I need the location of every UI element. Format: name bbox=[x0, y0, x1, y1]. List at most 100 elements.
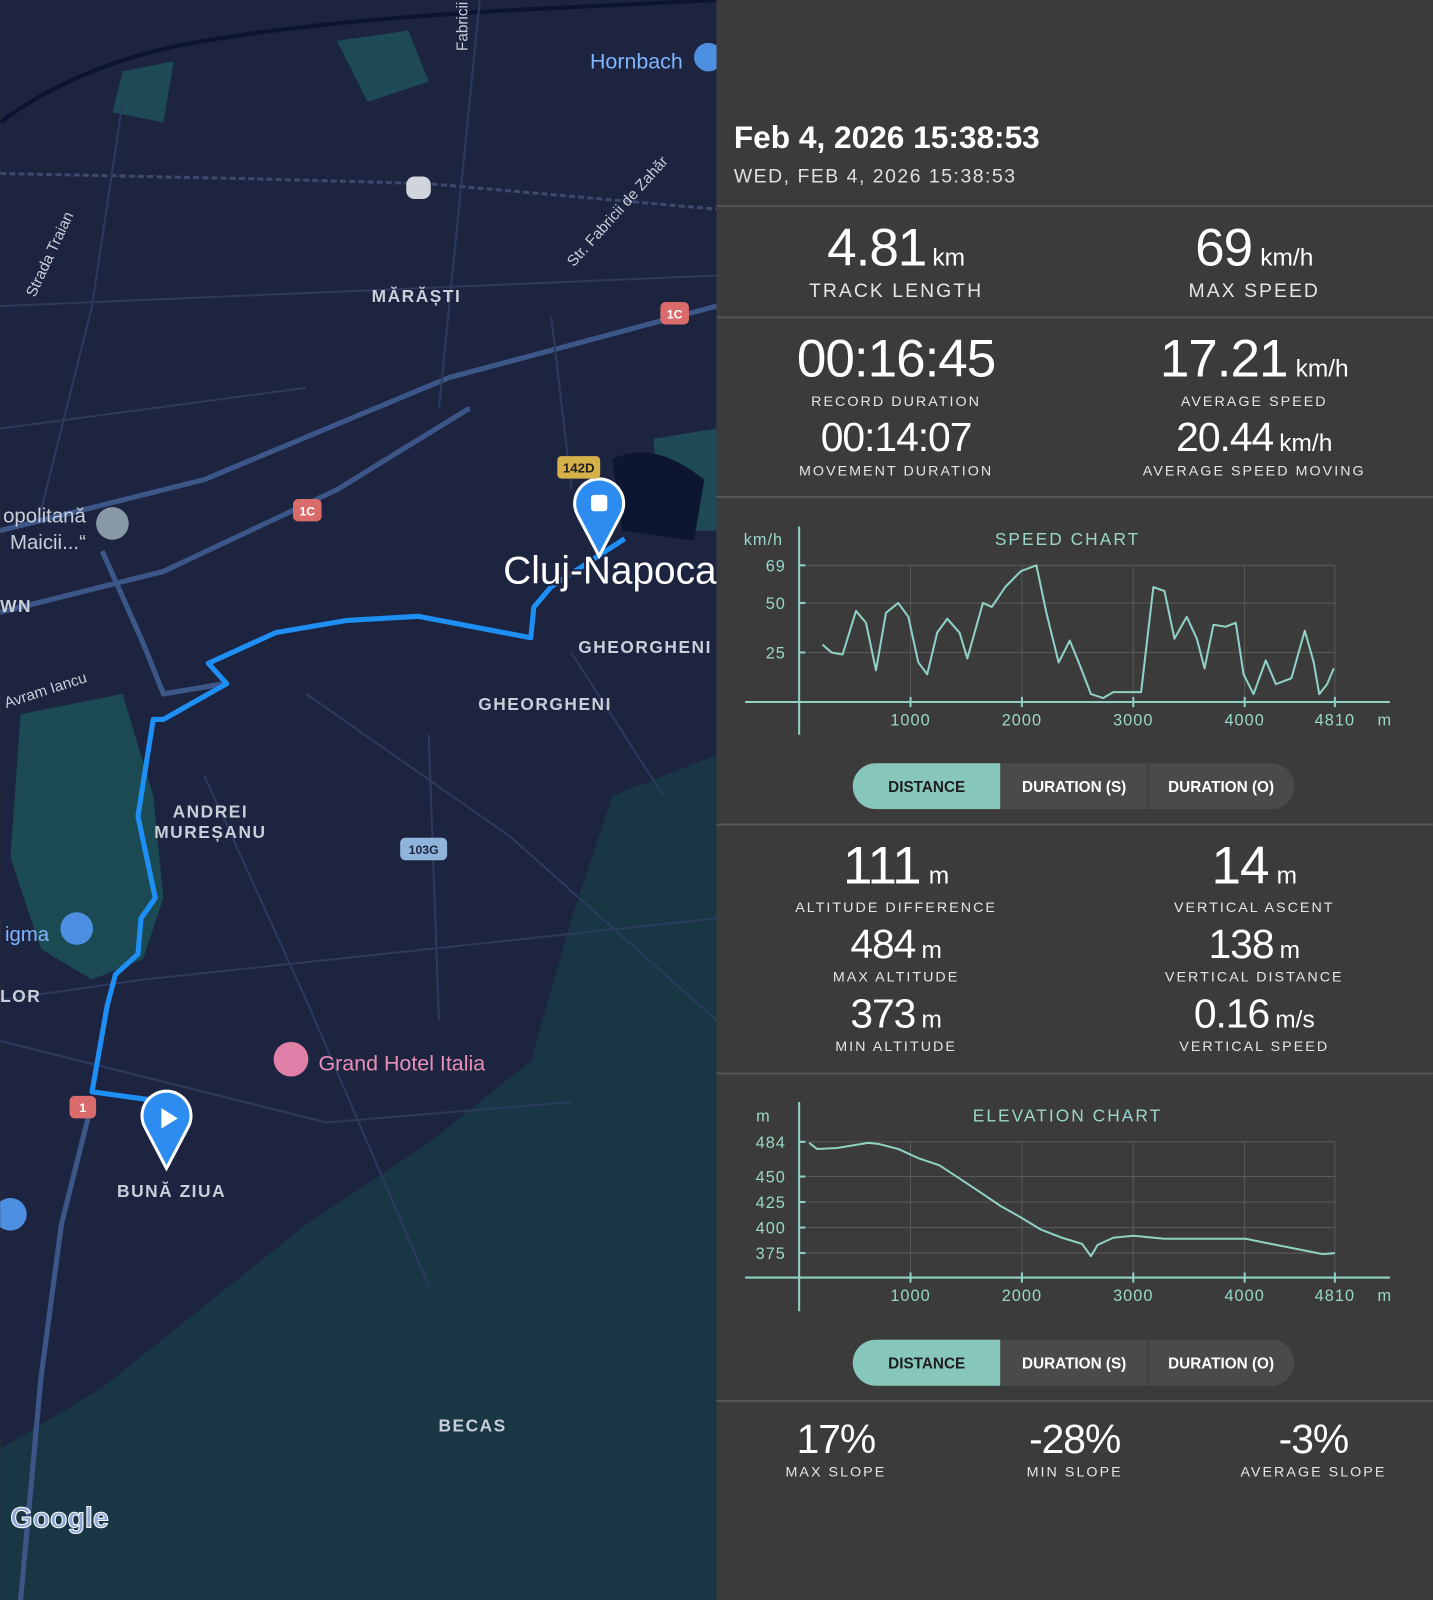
poi-label: Hornbach bbox=[590, 49, 683, 73]
road-badge bbox=[660, 302, 689, 325]
x-tick-label: 4810 bbox=[1315, 1287, 1355, 1305]
poi-icon[interactable] bbox=[60, 912, 94, 945]
road-number: 142D bbox=[563, 460, 595, 475]
transit-icon[interactable] bbox=[406, 176, 431, 199]
stat-label: VERTICAL ASCENT bbox=[1174, 900, 1335, 916]
start-marker[interactable] bbox=[140, 1089, 193, 1172]
toggle-option[interactable]: DISTANCE bbox=[888, 1355, 965, 1372]
map[interactable]: Hornbach Fabricii Strada Traian Str. Fab… bbox=[0, 0, 723, 1600]
road-badge bbox=[557, 456, 601, 479]
number: 484 bbox=[850, 921, 915, 967]
speed-chart: 25 50 69 1000 2000 3000 4000 4810 km/h m SPEED CHA… bbox=[744, 526, 1393, 735]
y-tick-label: 375 bbox=[756, 1245, 786, 1263]
y-tick-label: 400 bbox=[756, 1220, 786, 1238]
map-logo: Google bbox=[10, 1503, 108, 1535]
toggle-option[interactable]: DURATION (S) bbox=[1022, 779, 1126, 796]
road-number: 103G bbox=[409, 843, 439, 857]
number: 17.21 bbox=[1160, 330, 1288, 389]
route bbox=[89, 536, 627, 1105]
x-tick-label: 2000 bbox=[1002, 712, 1042, 730]
unit: m bbox=[929, 863, 949, 890]
green-area bbox=[0, 755, 717, 1600]
x-axis-label: m bbox=[1378, 1287, 1393, 1305]
number: 14 bbox=[1211, 837, 1268, 896]
number: 4.81 bbox=[827, 218, 926, 277]
toggle-selected[interactable] bbox=[852, 763, 1001, 810]
stat-label: TRACK LENGTH bbox=[809, 280, 983, 302]
road bbox=[0, 405, 471, 615]
stat-label: AVERAGE SPEED MOVING bbox=[1143, 464, 1366, 480]
district-label: BUNĂ ZIUA bbox=[117, 1181, 226, 1201]
toggle-option[interactable]: DISTANCE bbox=[888, 779, 965, 796]
unit: m bbox=[921, 1007, 941, 1034]
road-badge bbox=[69, 1095, 97, 1119]
x-tick-label: 4000 bbox=[1224, 1287, 1264, 1305]
x-tick-label: 1000 bbox=[890, 712, 930, 730]
park bbox=[10, 693, 164, 980]
stat-value: 4.81 km bbox=[827, 218, 965, 277]
road bbox=[99, 549, 226, 697]
poi-icon[interactable] bbox=[694, 42, 723, 72]
slope-value: -3% bbox=[1279, 1416, 1349, 1462]
chart-title: ELEVATION CHART bbox=[973, 1105, 1162, 1125]
stat-value: 14 m bbox=[1211, 837, 1297, 896]
x-tick-label: 1000 bbox=[890, 1287, 930, 1305]
district-label: WN bbox=[0, 596, 32, 616]
x-tick-label: 3000 bbox=[1113, 1287, 1153, 1305]
slope-label: MAX SLOPE bbox=[785, 1465, 886, 1481]
unit: km/h bbox=[1279, 430, 1332, 457]
pin bbox=[140, 1089, 193, 1172]
toggle-option[interactable]: DURATION (O) bbox=[1168, 779, 1274, 796]
slope-value: -28% bbox=[1029, 1416, 1120, 1462]
unit: km/h bbox=[1260, 244, 1313, 271]
poi-icon[interactable] bbox=[96, 507, 129, 540]
chart-toggle[interactable]: DISTANCE DURATION (S) DURATION (O) bbox=[852, 1339, 1295, 1386]
poi-icon[interactable] bbox=[273, 1041, 309, 1077]
stat-value: 111 m bbox=[843, 837, 949, 896]
lake bbox=[612, 452, 705, 541]
chart-toggle[interactable]: DISTANCE DURATION (S) DURATION (O) bbox=[852, 763, 1295, 810]
pin-icon bbox=[590, 494, 608, 512]
toggle-selected[interactable] bbox=[852, 1339, 1001, 1386]
subtitle: WED, FEB 4, 2026 15:38:53 bbox=[734, 166, 1017, 188]
stat-label: RECORD DURATION bbox=[811, 394, 981, 410]
unit: km/h bbox=[1296, 356, 1349, 383]
road bbox=[18, 1101, 95, 1600]
toggle-option[interactable]: DURATION (O) bbox=[1168, 1355, 1274, 1372]
district-label: BECAS bbox=[438, 1416, 506, 1436]
slope-label: AVERAGE SLOPE bbox=[1240, 1465, 1386, 1481]
stat-label: MOVEMENT DURATION bbox=[799, 464, 993, 480]
district-label: GHEORGHENI bbox=[478, 694, 612, 714]
toggle-option[interactable]: DURATION (S) bbox=[1022, 1355, 1126, 1372]
poi-label: igma bbox=[5, 924, 50, 946]
road-badge bbox=[400, 837, 448, 861]
poi-icon[interactable] bbox=[0, 1197, 27, 1231]
end-marker[interactable] bbox=[573, 477, 626, 560]
y-tick-label: 450 bbox=[756, 1169, 786, 1187]
road-number: 1 bbox=[79, 1101, 86, 1115]
railway bbox=[0, 171, 717, 211]
y-tick-label: 69 bbox=[766, 557, 786, 575]
unit: m/s bbox=[1275, 1007, 1314, 1034]
y-tick-label: 484 bbox=[756, 1134, 786, 1152]
number: 69 bbox=[1195, 218, 1252, 277]
street-label: Fabricii bbox=[455, 2, 472, 51]
stat-label: MIN ALTITUDE bbox=[835, 1039, 957, 1055]
district-label: MĂRĂȘTI bbox=[372, 286, 462, 306]
stat-value: 0.16 m/s bbox=[1194, 991, 1315, 1037]
stat-value: 17.21 km/h bbox=[1160, 330, 1349, 389]
road-badge bbox=[293, 498, 322, 522]
chart-title: SPEED CHART bbox=[995, 529, 1140, 549]
pin bbox=[573, 477, 626, 560]
district-label: ANDREI bbox=[173, 801, 249, 821]
stat-label: MAX SPEED bbox=[1189, 280, 1320, 302]
y-tick-label: 50 bbox=[766, 595, 786, 613]
stat-label: VERTICAL SPEED bbox=[1179, 1039, 1329, 1055]
number: 111 bbox=[843, 837, 921, 896]
city-label: Cluj-Napoca bbox=[503, 550, 717, 593]
district-label: MUREȘANU bbox=[154, 822, 266, 842]
poi-label: opolitană bbox=[3, 505, 86, 527]
x-axis-label: m bbox=[1378, 712, 1393, 730]
